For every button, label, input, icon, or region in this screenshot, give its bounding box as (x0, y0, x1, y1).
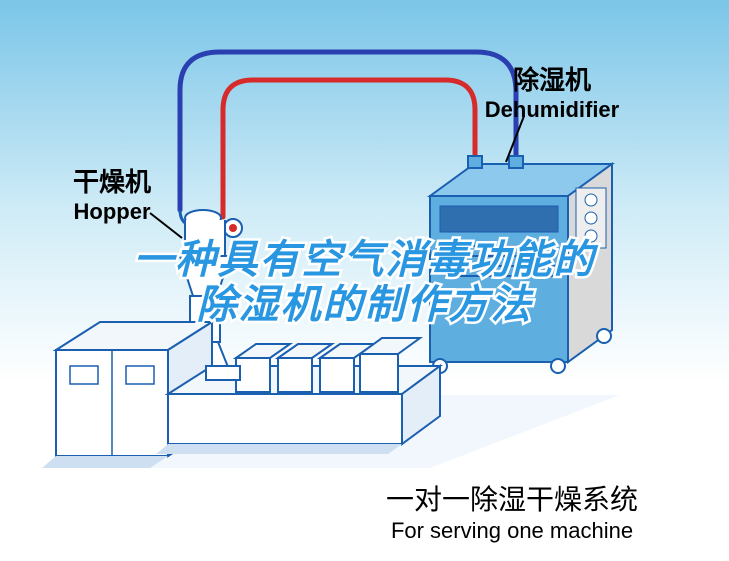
system-title-en: For serving one machine (342, 518, 682, 544)
overlay-line1: 一种具有空气消毒功能的 (45, 238, 685, 283)
extruder-machine (42, 322, 440, 468)
label-dehumidifier: 除湿机 Dehumidifier (452, 60, 652, 123)
system-title: 一对一除湿干燥系统 For serving one machine (342, 478, 682, 544)
label-dehumidifier-cn: 除湿机 (452, 60, 652, 97)
label-dryer: 干燥机 Hopper (52, 162, 172, 225)
label-dryer-cn: 干燥机 (52, 162, 172, 199)
overlay-banner: 一种具有空气消毒功能的 除湿机的制作方法 (45, 238, 685, 328)
label-dehumidifier-en: Dehumidifier (452, 97, 652, 123)
system-title-cn: 一对一除湿干燥系统 (342, 478, 682, 518)
label-dryer-en: Hopper (52, 199, 172, 225)
overlay-line2: 除湿机的制作方法 (45, 283, 685, 328)
